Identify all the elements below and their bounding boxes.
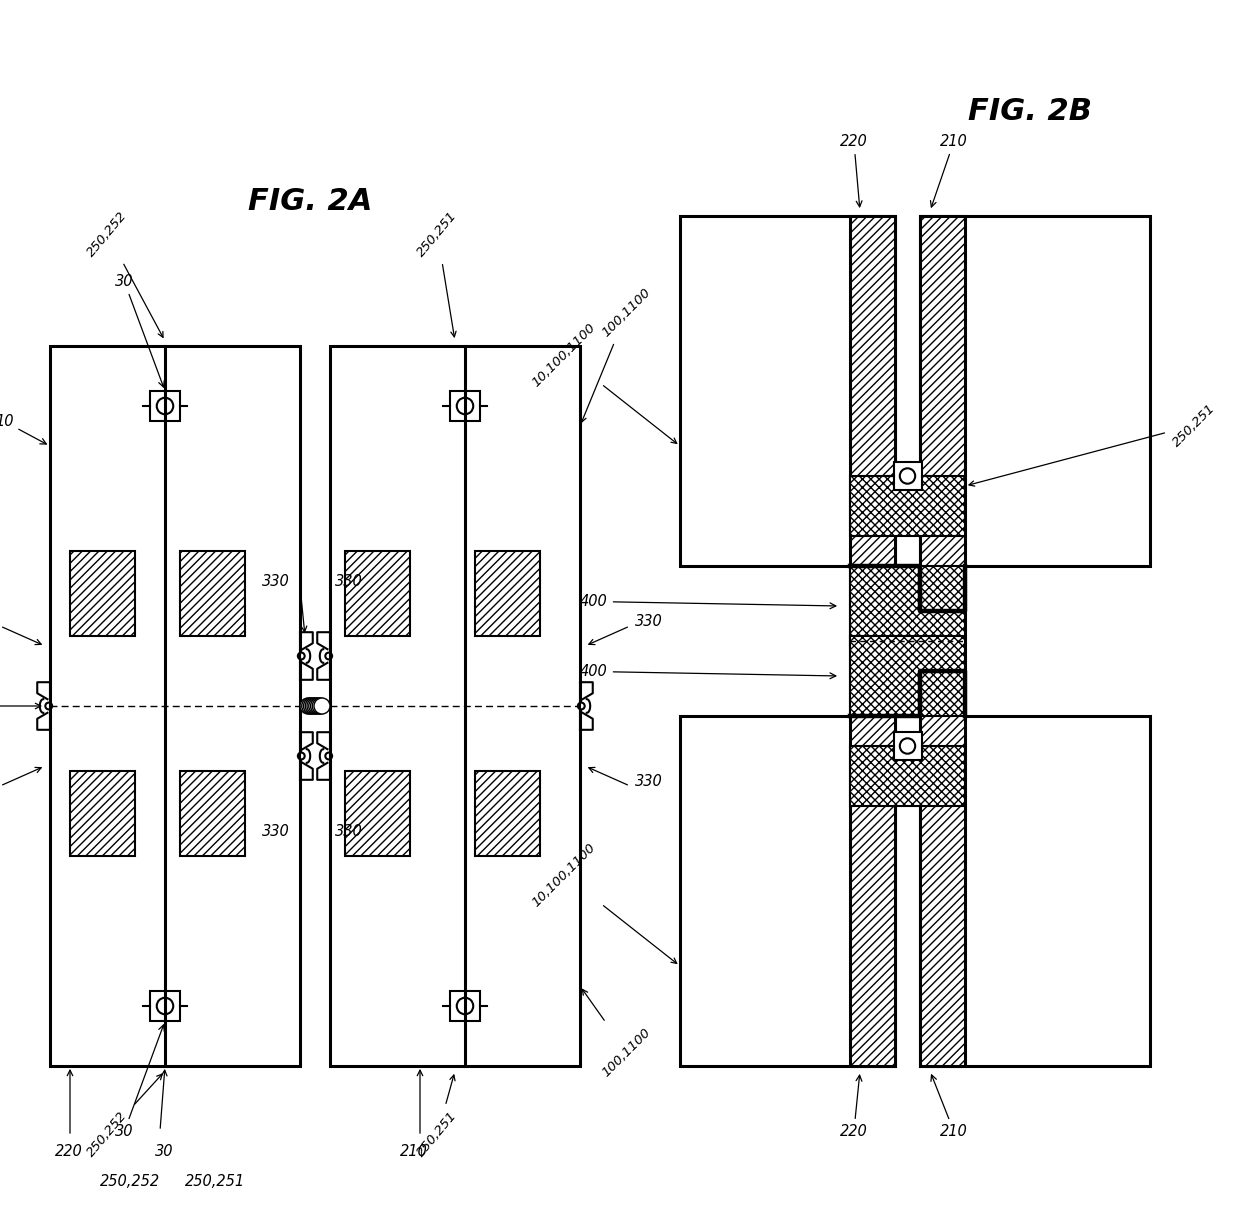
Text: 210: 210	[401, 1144, 428, 1159]
Text: 330: 330	[262, 824, 290, 839]
Polygon shape	[345, 771, 410, 856]
Circle shape	[325, 753, 332, 760]
Text: 400: 400	[580, 664, 836, 679]
Text: FIG. 2A: FIG. 2A	[248, 187, 372, 216]
Text: 210: 210	[930, 134, 967, 207]
Circle shape	[298, 653, 305, 659]
Circle shape	[156, 398, 174, 415]
Circle shape	[325, 653, 332, 659]
Text: 30: 30	[155, 1144, 174, 1159]
Polygon shape	[69, 551, 135, 636]
Text: 330: 330	[635, 614, 662, 629]
Text: 100,1100: 100,1100	[582, 286, 653, 422]
Polygon shape	[920, 216, 1149, 565]
Polygon shape	[894, 462, 921, 490]
Polygon shape	[475, 551, 539, 636]
Text: 220: 220	[839, 134, 868, 207]
Polygon shape	[450, 991, 480, 1021]
Circle shape	[578, 703, 585, 709]
Polygon shape	[680, 716, 895, 1066]
Circle shape	[305, 698, 321, 714]
Polygon shape	[680, 216, 895, 565]
Polygon shape	[894, 732, 921, 760]
Text: 250,252: 250,252	[86, 209, 162, 337]
Text: 330: 330	[335, 824, 363, 839]
Text: 330: 330	[335, 574, 363, 589]
Circle shape	[310, 698, 326, 714]
Circle shape	[298, 753, 305, 760]
Text: 210: 210	[931, 1075, 967, 1139]
Text: 250,251: 250,251	[415, 1075, 460, 1159]
Polygon shape	[180, 771, 246, 856]
Text: 10: 10	[0, 413, 46, 444]
Circle shape	[46, 703, 52, 709]
Circle shape	[900, 738, 915, 754]
Polygon shape	[50, 347, 300, 1066]
Text: 250,252: 250,252	[86, 1074, 162, 1159]
Text: 330: 330	[635, 775, 662, 789]
Circle shape	[456, 998, 474, 1014]
Polygon shape	[849, 636, 965, 716]
Circle shape	[156, 998, 174, 1014]
Circle shape	[308, 698, 322, 714]
Circle shape	[301, 698, 317, 714]
Text: 220: 220	[839, 1075, 868, 1139]
Text: 10,100,1100: 10,100,1100	[529, 840, 677, 963]
Polygon shape	[330, 347, 580, 1066]
Circle shape	[314, 698, 330, 714]
Polygon shape	[450, 392, 480, 421]
Circle shape	[900, 468, 915, 484]
Text: 250,251: 250,251	[968, 401, 1218, 486]
Polygon shape	[180, 551, 246, 636]
Polygon shape	[150, 991, 180, 1021]
Text: 220: 220	[55, 1144, 83, 1159]
Polygon shape	[69, 771, 135, 856]
Text: 30: 30	[115, 274, 164, 387]
Circle shape	[312, 698, 329, 714]
Circle shape	[309, 698, 325, 714]
Text: 30: 30	[115, 1025, 164, 1139]
Polygon shape	[345, 551, 410, 636]
Polygon shape	[849, 745, 965, 806]
Polygon shape	[849, 216, 895, 1066]
Text: FIG. 2B: FIG. 2B	[968, 97, 1092, 126]
Text: 250,252: 250,252	[100, 1173, 160, 1189]
Polygon shape	[150, 392, 180, 421]
Text: 10,100,1100: 10,100,1100	[529, 321, 677, 444]
Polygon shape	[849, 565, 965, 646]
Polygon shape	[920, 716, 1149, 1066]
Text: 400: 400	[580, 593, 836, 609]
Circle shape	[456, 398, 474, 415]
Circle shape	[304, 698, 320, 714]
Text: 100,1100: 100,1100	[583, 990, 653, 1079]
Polygon shape	[920, 216, 965, 1066]
Polygon shape	[475, 771, 539, 856]
Text: 250,251: 250,251	[185, 1173, 246, 1189]
Polygon shape	[849, 475, 965, 536]
Text: 250,251: 250,251	[415, 209, 460, 337]
Circle shape	[300, 698, 316, 714]
Text: 330: 330	[262, 574, 290, 589]
